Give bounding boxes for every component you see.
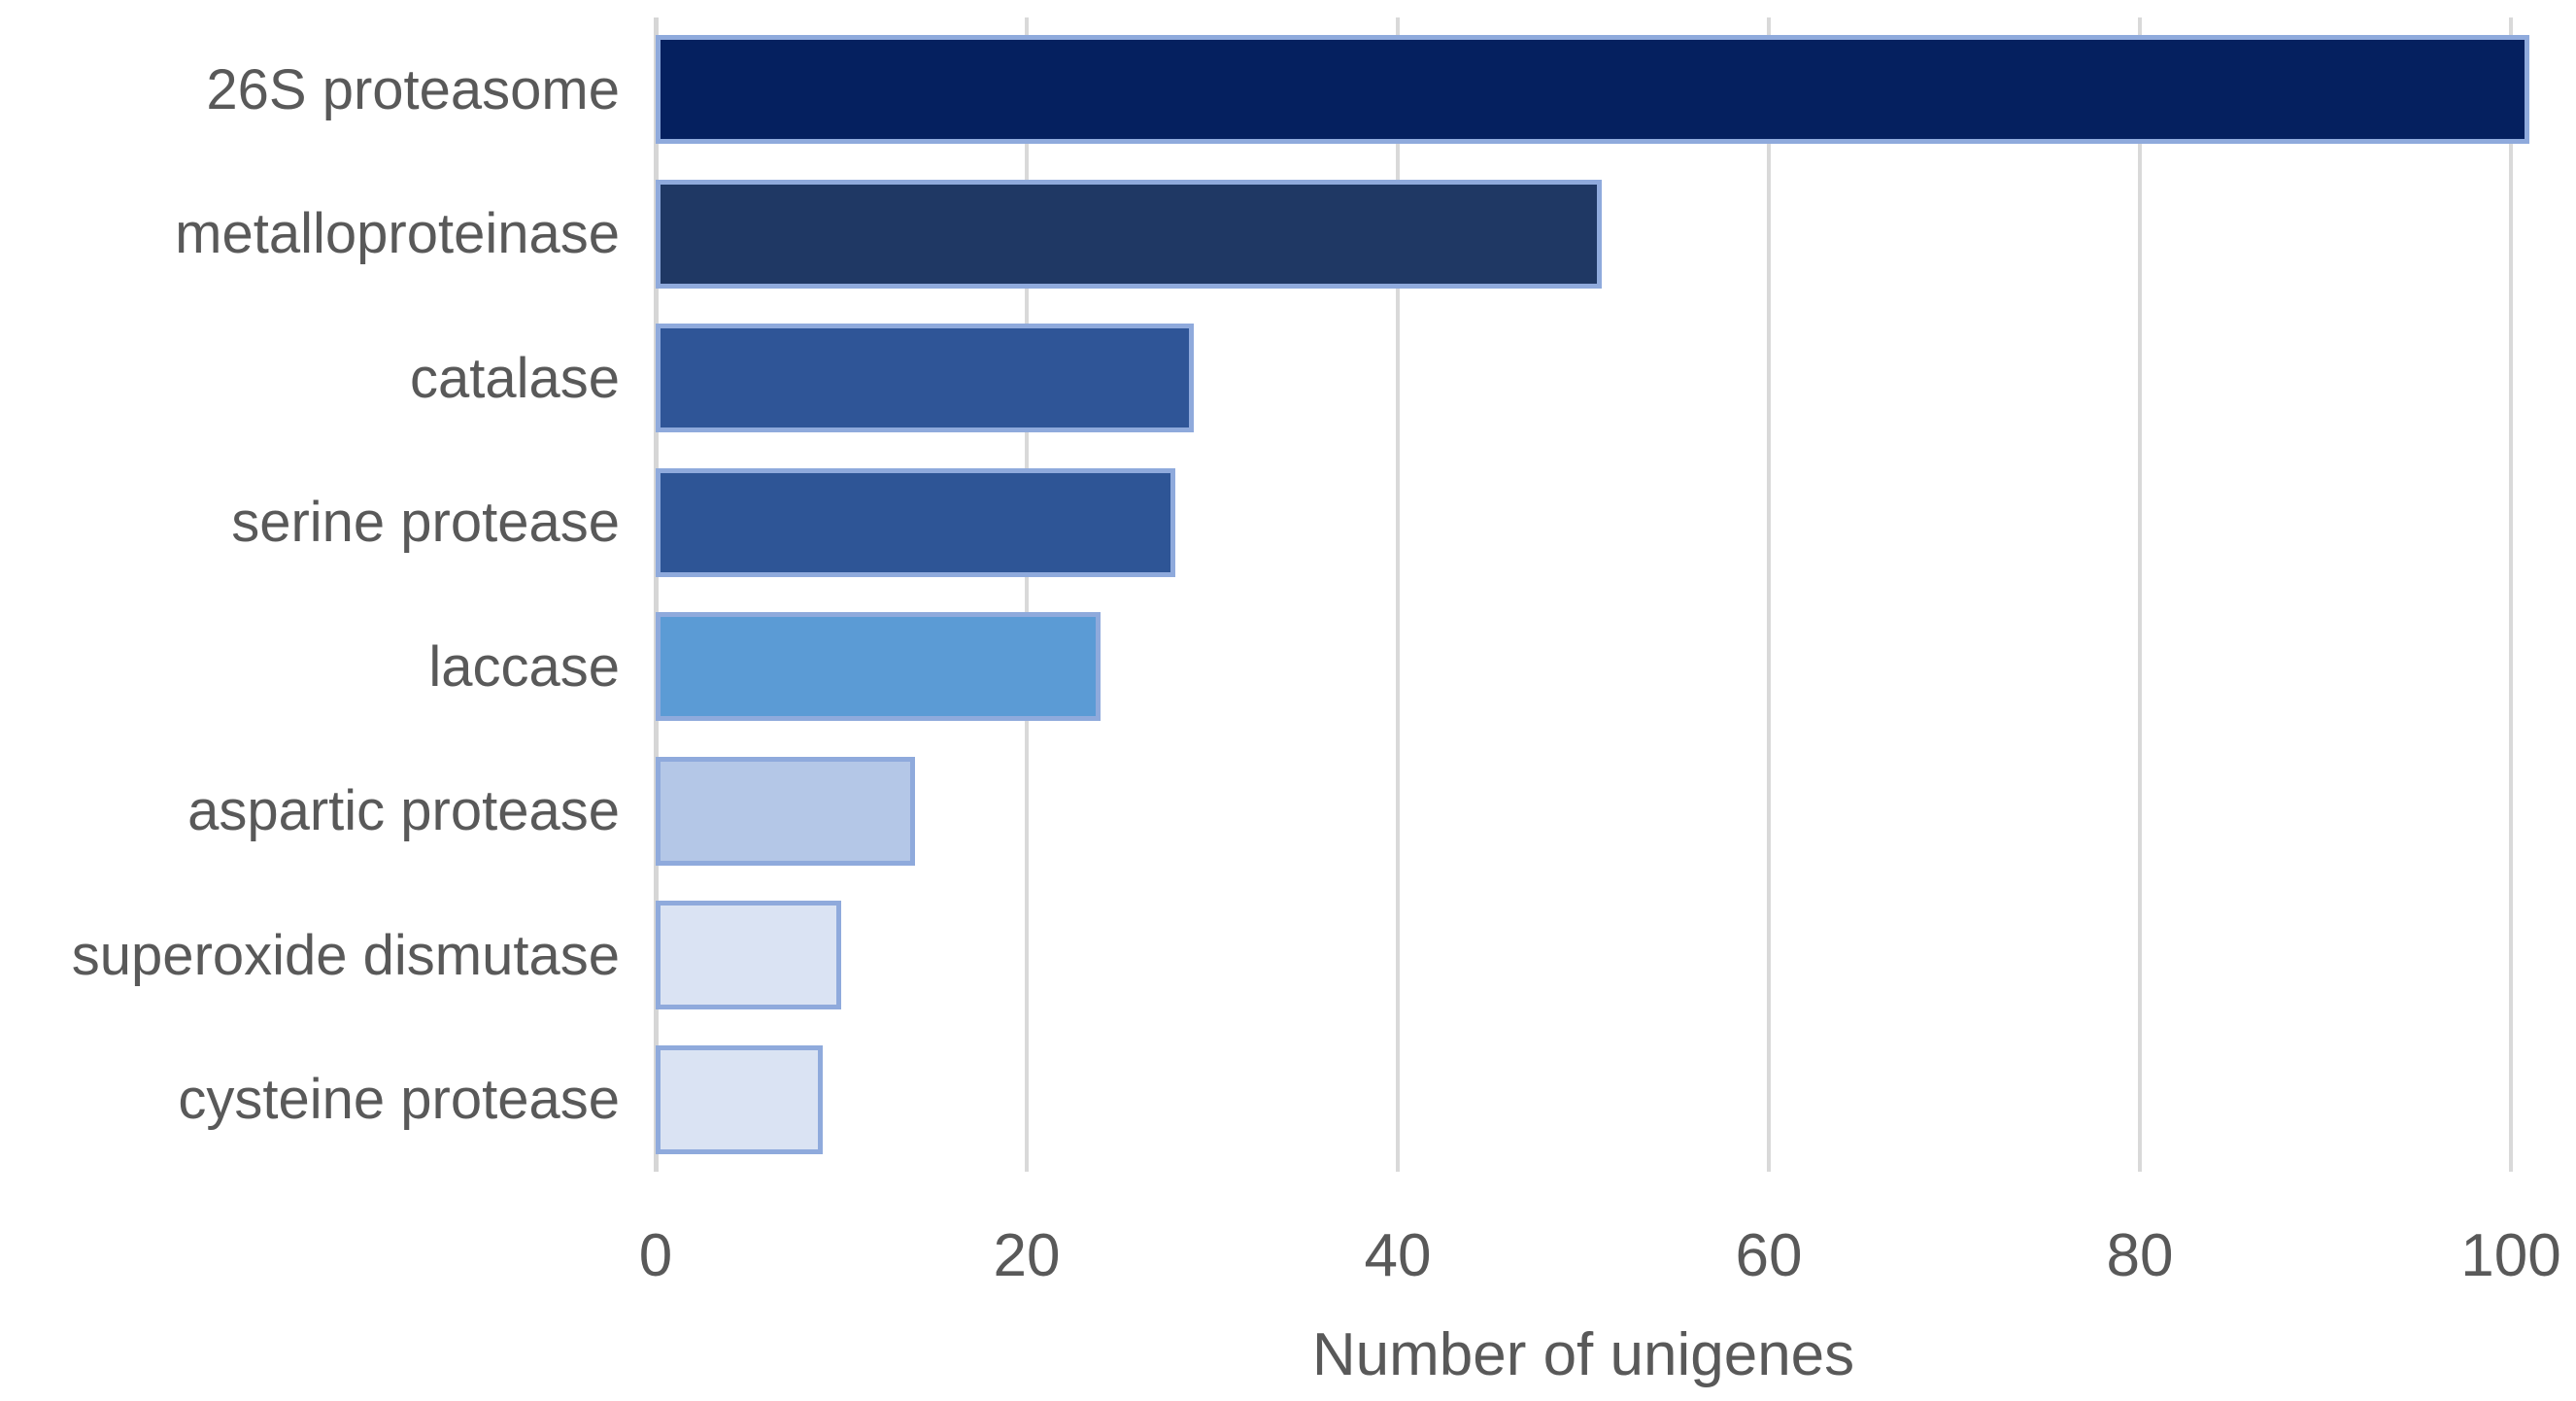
x-axis-title: Number of unigenes — [1311, 1321, 1855, 1388]
x-tick-label-80: 80 — [2106, 1222, 2174, 1289]
category-label-26s-proteasome: 26S proteasome — [206, 57, 620, 121]
gridline-x-60 — [1767, 17, 1771, 1172]
gridline-x-40 — [1396, 17, 1400, 1172]
bar-superoxide-dismutase — [656, 901, 841, 1010]
category-label-serine-protease: serine protease — [231, 491, 620, 555]
category-label-laccase: laccase — [428, 634, 620, 699]
category-label-metalloproteinase: metalloproteinase — [175, 202, 620, 266]
gridline-x-80 — [2138, 17, 2142, 1172]
bar-aspartic-protease — [656, 756, 916, 866]
x-tick-label-0: 0 — [638, 1222, 673, 1289]
category-label-superoxide-dismutase: superoxide dismutase — [71, 923, 620, 987]
bar-26s-proteasome — [656, 35, 2530, 145]
category-label-catalase: catalase — [409, 346, 620, 410]
category-label-cysteine-protease: cysteine protease — [178, 1068, 620, 1132]
x-tick-label-20: 20 — [993, 1222, 1061, 1289]
bar-metalloproteinase — [656, 179, 1603, 289]
x-tick-label-40: 40 — [1364, 1222, 1432, 1289]
x-tick-label-60: 60 — [1735, 1222, 1803, 1289]
gridline-x-100 — [2509, 17, 2513, 1172]
gridline-x-20 — [1025, 17, 1029, 1172]
bar-cysteine-protease — [656, 1044, 823, 1154]
bar-laccase — [656, 612, 1102, 722]
category-label-aspartic-protease: aspartic protease — [187, 779, 620, 843]
bar-serine-protease — [656, 467, 1175, 577]
bar-catalase — [656, 324, 1194, 433]
y-axis-line — [653, 17, 659, 1172]
x-tick-label-100: 100 — [2460, 1222, 2561, 1289]
